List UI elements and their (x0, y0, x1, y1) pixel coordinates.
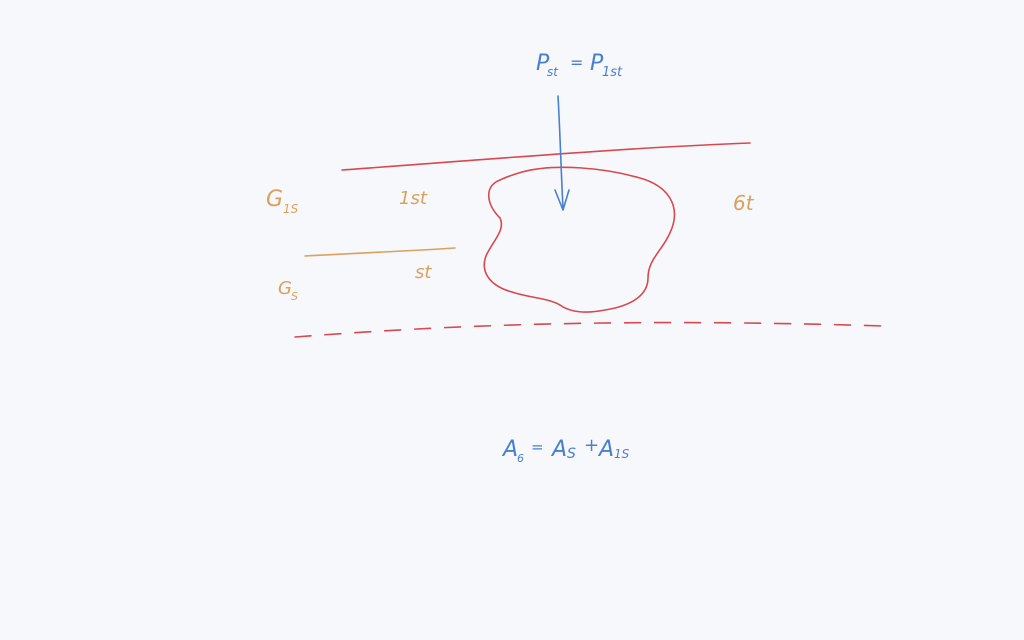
g15-label-sub: 1S (283, 202, 299, 216)
top-eq-lhs-sub: st (547, 65, 559, 79)
bottom-eq-rhs-base: A (597, 437, 614, 462)
bottom-eq-lhs-base: A (501, 437, 518, 462)
bottom-eq-mid-base: A (550, 437, 567, 462)
upper-boundary-line (341, 142, 751, 171)
layer-6t-label: 6t (733, 191, 755, 215)
bottom-eq-equals: = (531, 438, 544, 456)
top-eq-rhs-sub: 1st (602, 65, 623, 80)
top-eq-lhs-base: P (536, 51, 550, 76)
top-equation: P st = P 1st (536, 51, 623, 80)
bottom-eq-plus: + (584, 435, 599, 456)
layer-st-label: st (415, 262, 432, 283)
bottom-eq-rhs-sub: 1S (614, 447, 630, 461)
g5-label-base: G (278, 278, 292, 299)
interface-line (304, 247, 456, 257)
bottom-eq-lhs-sub: 6 (517, 452, 524, 465)
g5-label-sub: S (291, 290, 298, 303)
top-eq-rhs-base: P (590, 51, 604, 76)
blob-outline (483, 166, 676, 313)
bottom-eq-mid-sub: S (567, 446, 576, 462)
g15-label-base: G (266, 187, 283, 212)
arrow-head-icon (554, 189, 570, 211)
bottom-equation: A 6 = A S + A 1S (501, 435, 630, 465)
arrow-shaft (557, 95, 564, 209)
top-eq-equals: = (570, 53, 583, 72)
dashed-lower-line (294, 321, 886, 338)
layer-labels: G 1S G S 1st st 6t (266, 187, 755, 303)
layer-1st-label: 1st (399, 188, 428, 209)
